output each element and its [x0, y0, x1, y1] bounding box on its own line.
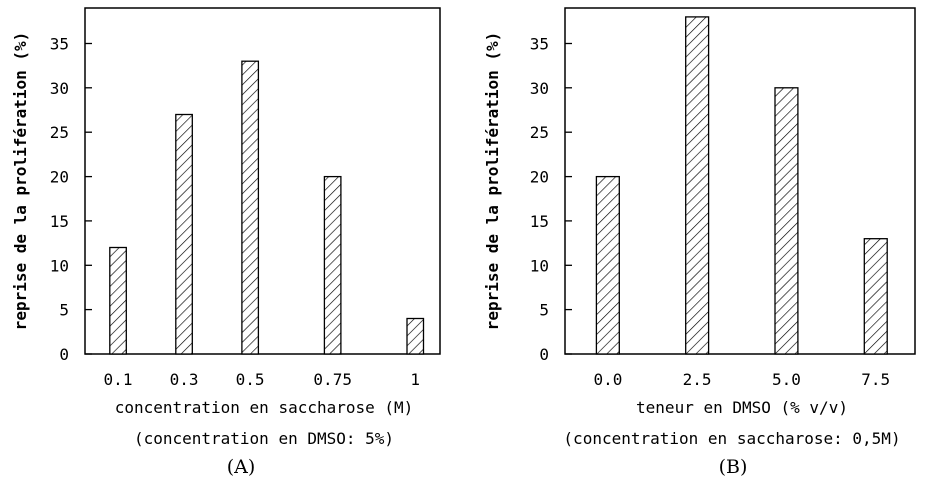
y-tick-label-b-7: 35 — [530, 35, 549, 54]
y-tick-label-b-4: 20 — [530, 168, 549, 187]
bar-b-2 — [774, 87, 799, 355]
x-tick-label-a-1: 0.3 — [170, 370, 199, 389]
bar-a-2 — [241, 60, 260, 355]
y-tick-label-b-0: 0 — [539, 345, 549, 364]
bar-b-3 — [863, 238, 888, 355]
chart-panel-b: reprise de la prolifération (%) 0 5 10 15 20… — [483, 7, 916, 478]
y-ticks-b: 0 5 10 15 20 25 30 35 — [530, 35, 572, 364]
x-tick-label-a-3: 0.75 — [313, 370, 352, 389]
y-tick-label-a-2: 10 — [50, 256, 69, 275]
bar-a-3 — [323, 175, 342, 355]
x-tick-label-b-2: 5.0 — [772, 370, 801, 389]
bars-b — [595, 16, 888, 355]
x-axis-label-a: concentration en saccharose (M) — [115, 398, 414, 417]
y-tick-label-a-6: 30 — [50, 79, 69, 98]
y-axis-label-b: reprise de la prolifération (%) — [483, 32, 502, 331]
x-tick-label-b-1: 2.5 — [683, 370, 712, 389]
x-axis-label-b: teneur en DMSO (% v/v) — [636, 398, 848, 417]
x-tick-label-a-2: 0.5 — [236, 370, 265, 389]
plot-frame-a — [84, 7, 441, 355]
x-tick-label-b-0: 0.0 — [593, 370, 622, 389]
y-tick-label-a-1: 5 — [59, 301, 69, 320]
bar-a-0 — [109, 246, 127, 355]
y-tick-label-b-1: 5 — [539, 301, 549, 320]
y-ticks-a: 0 5 10 15 20 25 30 35 — [50, 35, 92, 364]
caption-b: (concentration en saccharose: 0,5M) — [563, 429, 900, 448]
bar-b-1 — [685, 16, 710, 355]
bar-a-1 — [175, 113, 193, 355]
y-tick-label-a-3: 15 — [50, 212, 69, 231]
x-ticks-b: 0.0 2.5 5.0 7.5 — [593, 370, 890, 389]
y-tick-label-a-5: 25 — [50, 123, 69, 142]
chart-panel-a: reprise de la prolifération (%) 0 5 10 15 20… — [11, 7, 441, 478]
y-tick-label-b-3: 15 — [530, 212, 549, 231]
panel-tag-b: (B) — [719, 456, 748, 478]
bar-b-0 — [595, 175, 620, 355]
y-tick-label-a-7: 35 — [50, 35, 69, 54]
y-tick-label-a-4: 20 — [50, 168, 69, 187]
caption-a: (concentration en DMSO: 5%) — [134, 429, 394, 448]
plot-frame-b — [564, 7, 916, 355]
y-tick-label-b-5: 25 — [530, 123, 549, 142]
y-tick-label-b-6: 30 — [530, 79, 549, 98]
y-tick-label-b-2: 10 — [530, 256, 549, 275]
y-tick-label-a-0: 0 — [59, 345, 69, 364]
bar-a-4 — [406, 317, 425, 355]
panel-tag-a: (A) — [227, 456, 256, 478]
x-tick-label-a-4: 1 — [410, 370, 420, 389]
bars-a — [109, 60, 425, 355]
y-axis-label-a: reprise de la prolifération (%) — [11, 32, 30, 331]
x-tick-label-a-0: 0.1 — [104, 370, 133, 389]
x-tick-label-b-3: 7.5 — [861, 370, 890, 389]
x-ticks-a: 0.1 0.3 0.5 0.75 1 — [104, 370, 420, 389]
